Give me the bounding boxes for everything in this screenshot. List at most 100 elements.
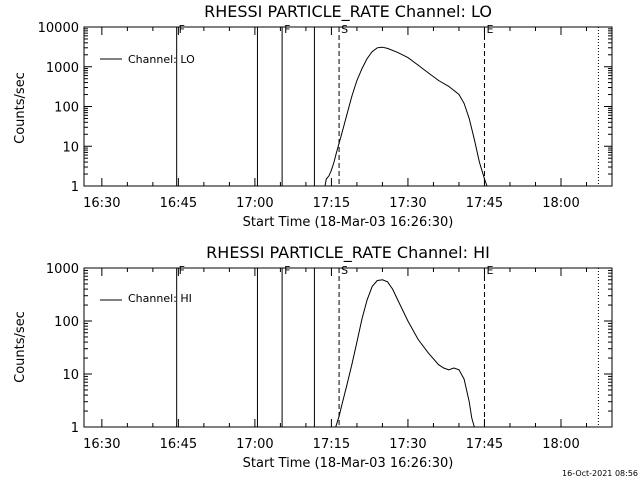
event-marker-label: E bbox=[486, 23, 493, 36]
data-point bbox=[473, 426, 475, 428]
y-axis-label-hi: Counts/sec bbox=[13, 311, 28, 383]
data-point bbox=[325, 178, 327, 180]
data-point bbox=[407, 320, 409, 322]
data-point bbox=[468, 401, 470, 403]
data-point bbox=[366, 58, 368, 60]
y-tick-label: 1000 bbox=[46, 262, 79, 277]
data-point bbox=[484, 178, 485, 180]
data-point bbox=[478, 161, 480, 163]
x-tick-label: 17:00 bbox=[236, 196, 273, 211]
x-tick-label: 17:00 bbox=[236, 437, 273, 452]
data-point bbox=[458, 94, 460, 95]
data-point bbox=[443, 367, 445, 369]
data-point bbox=[417, 64, 419, 66]
data-point bbox=[468, 118, 470, 119]
data-point bbox=[351, 95, 353, 97]
x-tick-label: 17:15 bbox=[313, 196, 350, 211]
data-point bbox=[438, 80, 439, 81]
data-point bbox=[333, 161, 335, 163]
event-marker-label: F bbox=[284, 264, 290, 277]
event-marker-label: F bbox=[179, 264, 185, 277]
x-axis-label-lo: Start Time (18-Mar-03 16:26:30) bbox=[243, 215, 454, 230]
data-point bbox=[361, 318, 363, 320]
data-point bbox=[328, 175, 330, 177]
data-point bbox=[473, 138, 475, 140]
x-tick-label: 16:30 bbox=[83, 437, 120, 452]
legend-label-hi: Channel: HI bbox=[128, 292, 192, 305]
panel-lo: RHESSI PARTICLE_RATE Channel: LO Start T… bbox=[13, 2, 613, 230]
data-point bbox=[351, 364, 353, 366]
data-point bbox=[356, 80, 358, 81]
data-point bbox=[453, 367, 455, 369]
data-point bbox=[382, 46, 383, 48]
data-point bbox=[341, 133, 343, 135]
data-point bbox=[458, 369, 460, 371]
y-tick-label: 100 bbox=[54, 315, 79, 330]
data-point bbox=[346, 114, 348, 116]
data-point bbox=[376, 280, 378, 281]
data-point bbox=[387, 281, 388, 283]
data-point bbox=[356, 341, 358, 343]
event-marker-label: F bbox=[284, 23, 290, 36]
x-tick-label: 16:45 bbox=[160, 196, 197, 211]
x-tick-label: 17:15 bbox=[313, 437, 350, 452]
data-point bbox=[438, 364, 439, 366]
data-point bbox=[397, 51, 399, 53]
data-point bbox=[361, 68, 363, 69]
data-point bbox=[427, 352, 429, 354]
y-tick-label: 100 bbox=[54, 101, 79, 116]
x-tick-label: 17:30 bbox=[389, 196, 426, 211]
data-point bbox=[448, 86, 450, 87]
plot-frame bbox=[83, 267, 613, 428]
data-point bbox=[336, 152, 337, 153]
data-point bbox=[463, 378, 465, 380]
data-point bbox=[463, 102, 465, 104]
event-marker-label: S bbox=[341, 23, 348, 36]
y-tick-label: 1000 bbox=[46, 61, 79, 76]
x-tick-label: 16:45 bbox=[160, 437, 197, 452]
data-point bbox=[427, 72, 429, 74]
event-marker-label: F bbox=[179, 23, 185, 36]
x-tick-label: 17:45 bbox=[466, 196, 503, 211]
y-tick-label: 1 bbox=[71, 180, 79, 195]
legend-label-lo: Channel: LO bbox=[128, 53, 195, 66]
y-tick-label: 1 bbox=[71, 421, 79, 436]
data-point bbox=[366, 299, 368, 301]
data-point bbox=[392, 288, 394, 290]
panel-hi: RHESSI PARTICLE_RATE Channel: HI Start T… bbox=[13, 243, 613, 471]
data-point bbox=[387, 47, 388, 49]
x-axis-label-hi: Start Time (18-Mar-03 16:26:30) bbox=[243, 456, 454, 471]
series-line bbox=[324, 46, 488, 187]
data-point bbox=[324, 185, 326, 187]
chart-title-hi: RHESSI PARTICLE_RATE Channel: HI bbox=[206, 243, 490, 263]
plot-frame bbox=[83, 26, 613, 187]
y-tick-label: 10 bbox=[62, 140, 79, 155]
x-tick-label: 18:00 bbox=[542, 196, 579, 211]
x-tick-label: 17:30 bbox=[389, 437, 426, 452]
data-point bbox=[338, 142, 340, 144]
x-tick-label: 18:00 bbox=[542, 437, 579, 452]
x-tick-label: 17:45 bbox=[466, 437, 503, 452]
y-tick-label: 10 bbox=[62, 368, 79, 383]
y-axis-label-lo: Counts/sec bbox=[13, 72, 28, 144]
data-point bbox=[346, 385, 348, 387]
data-point bbox=[471, 417, 473, 419]
series-line bbox=[335, 279, 475, 428]
data-point bbox=[331, 169, 332, 171]
data-point bbox=[371, 51, 373, 53]
event-marker-label: E bbox=[486, 264, 493, 277]
data-point bbox=[335, 426, 337, 428]
data-point bbox=[338, 415, 340, 417]
data-point bbox=[486, 185, 488, 187]
data-point bbox=[397, 299, 399, 301]
data-point bbox=[341, 405, 343, 407]
data-point bbox=[448, 369, 450, 371]
data-point bbox=[417, 338, 419, 340]
data-point bbox=[382, 279, 383, 281]
x-tick-label: 16:30 bbox=[83, 196, 120, 211]
timestamp: 16-Oct-2021 08:56 bbox=[562, 469, 638, 478]
data-point bbox=[376, 47, 378, 49]
data-point bbox=[371, 285, 373, 287]
y-tick-label: 10000 bbox=[38, 21, 79, 36]
